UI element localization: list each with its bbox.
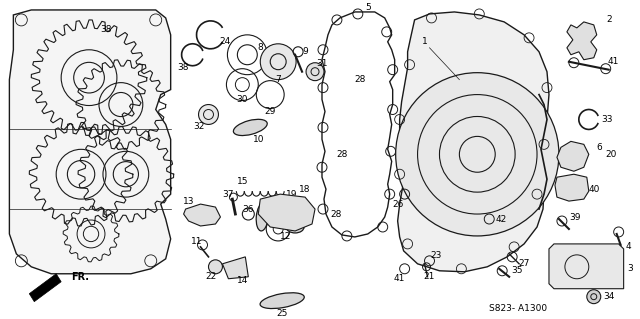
Text: 24: 24	[220, 37, 231, 46]
Text: 39: 39	[569, 212, 580, 221]
Text: 9: 9	[302, 47, 308, 56]
Text: 38: 38	[177, 63, 188, 72]
Ellipse shape	[260, 293, 304, 308]
Circle shape	[306, 63, 324, 81]
Text: 8: 8	[257, 43, 263, 52]
Text: 12: 12	[280, 233, 291, 241]
Text: 30: 30	[237, 95, 248, 104]
Polygon shape	[223, 257, 248, 279]
Text: 34: 34	[603, 292, 614, 301]
Polygon shape	[29, 274, 61, 302]
Text: 27: 27	[518, 259, 530, 268]
Polygon shape	[555, 174, 589, 201]
Text: 20: 20	[605, 150, 616, 159]
Circle shape	[587, 290, 601, 304]
Circle shape	[209, 260, 223, 274]
Circle shape	[260, 44, 296, 80]
Polygon shape	[549, 244, 623, 289]
Circle shape	[198, 105, 218, 124]
Text: 31: 31	[316, 59, 328, 68]
Text: 19: 19	[286, 189, 298, 199]
Text: 17: 17	[300, 219, 311, 228]
Text: 42: 42	[495, 214, 507, 224]
Text: 15: 15	[237, 177, 248, 186]
Text: 41: 41	[394, 274, 405, 283]
Polygon shape	[567, 22, 596, 60]
Text: 2: 2	[606, 15, 612, 25]
Text: 3: 3	[628, 264, 634, 273]
Polygon shape	[184, 204, 220, 226]
Text: 28: 28	[336, 150, 348, 159]
Text: 16: 16	[262, 200, 274, 209]
Text: 37: 37	[223, 189, 234, 199]
Ellipse shape	[256, 203, 268, 231]
Text: 7: 7	[275, 75, 281, 84]
Ellipse shape	[286, 221, 304, 233]
Text: 41: 41	[608, 57, 620, 66]
Text: FR.: FR.	[71, 272, 89, 282]
Text: 23: 23	[431, 251, 442, 260]
Polygon shape	[397, 12, 549, 272]
Text: 14: 14	[237, 276, 248, 285]
Text: 5: 5	[365, 4, 371, 12]
Text: 26: 26	[392, 200, 403, 209]
Polygon shape	[10, 10, 171, 274]
Text: 22: 22	[205, 272, 216, 281]
Text: 1: 1	[422, 37, 428, 46]
Text: S823- A1300: S823- A1300	[489, 304, 547, 313]
Polygon shape	[259, 194, 315, 231]
Text: 40: 40	[588, 185, 600, 194]
Text: 29: 29	[264, 107, 276, 116]
Text: 4: 4	[626, 242, 632, 251]
Polygon shape	[557, 141, 589, 171]
Text: 10: 10	[253, 135, 264, 144]
Text: 6: 6	[596, 143, 602, 152]
Text: 38: 38	[100, 26, 112, 34]
Circle shape	[396, 73, 559, 236]
Text: 33: 33	[601, 115, 612, 124]
Text: 25: 25	[276, 309, 288, 318]
Text: 11: 11	[191, 237, 202, 246]
Text: 35: 35	[511, 266, 523, 275]
Ellipse shape	[234, 119, 268, 136]
Text: 28: 28	[330, 210, 342, 219]
Text: 32: 32	[193, 122, 204, 131]
Ellipse shape	[275, 197, 305, 211]
Text: 13: 13	[183, 197, 195, 206]
Text: 18: 18	[300, 185, 311, 194]
Text: 28: 28	[354, 75, 365, 84]
Text: 36: 36	[243, 204, 254, 213]
Text: 21: 21	[424, 272, 435, 281]
